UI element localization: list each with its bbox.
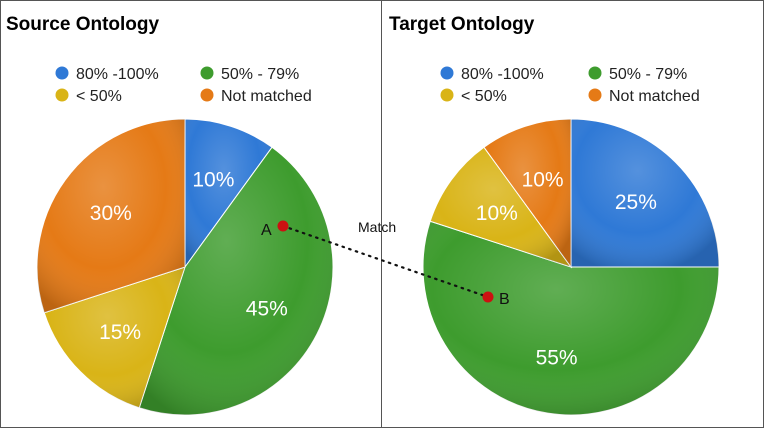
pie-slice-shading — [422, 221, 719, 415]
source-title: Source Ontology — [6, 14, 160, 35]
slice-label-80-100: 10% — [192, 169, 234, 192]
legend-label-not-matched: Not matched — [221, 88, 312, 105]
legend-swatch-not-matched — [200, 88, 214, 102]
legend-swatch-80-100 — [440, 66, 454, 80]
legend-label-80-100: 80% -100% — [76, 66, 159, 83]
slice-label-not-matched: 10% — [522, 169, 564, 192]
pie-slice-shading — [484, 119, 571, 267]
slice-label-80-100: 25% — [615, 191, 657, 214]
legend-label-lt50: < 50% — [461, 88, 507, 105]
legend-swatch-50-79 — [588, 66, 602, 80]
source-legend: 80% -100% 50% - 79% < 50% Not matched — [55, 66, 312, 105]
pie-slice-shading — [36, 119, 185, 313]
point-b-marker — [482, 291, 494, 303]
target-pie: 25% 55% 10%10% — [422, 118, 720, 416]
point-a-label: A — [261, 222, 272, 239]
slice-label-not-matched: 30% — [90, 202, 132, 225]
legend-swatch-lt50 — [440, 88, 454, 102]
slice-label-50-79: 55% — [536, 347, 578, 370]
target-title: Target Ontology — [389, 14, 535, 35]
match-line — [281, 224, 490, 299]
legend-swatch-not-matched — [588, 88, 602, 102]
legend-swatch-lt50 — [55, 88, 69, 102]
point-a-marker — [277, 220, 289, 232]
legend-label-50-79: 50% - 79% — [221, 66, 299, 83]
legend-swatch-80-100 — [55, 66, 69, 80]
target-panel: Target Ontology 80% -100% 50% - 79% < 50… — [389, 14, 720, 416]
slice-label-50-79: 45% — [246, 298, 288, 321]
point-b-label: B — [499, 291, 510, 308]
slice-label-lt50: 15% — [99, 321, 141, 344]
pie-slice-shading — [185, 119, 272, 267]
slice-label-lt50: 10% — [476, 202, 518, 225]
pie-slice-shading — [430, 147, 571, 267]
pie-slice-shading — [44, 267, 185, 408]
pie-slice-shading — [139, 147, 333, 415]
target-legend: 80% -100% 50% - 79% < 50% Not matched — [440, 66, 700, 105]
legend-label-50-79: 50% - 79% — [609, 66, 687, 83]
match-annotation: A B Match — [261, 219, 510, 308]
legend-label-lt50: < 50% — [76, 88, 122, 105]
pie-slice-shading — [571, 119, 719, 267]
legend-label-80-100: 80% -100% — [461, 66, 544, 83]
source-panel: Source Ontology 80% -100% 50% - 79% < 50… — [6, 14, 334, 416]
legend-label-not-matched: Not matched — [609, 88, 700, 105]
match-label: Match — [358, 219, 396, 235]
source-pie: 10% 45% 15% 30% — [36, 118, 334, 416]
legend-swatch-50-79 — [200, 66, 214, 80]
